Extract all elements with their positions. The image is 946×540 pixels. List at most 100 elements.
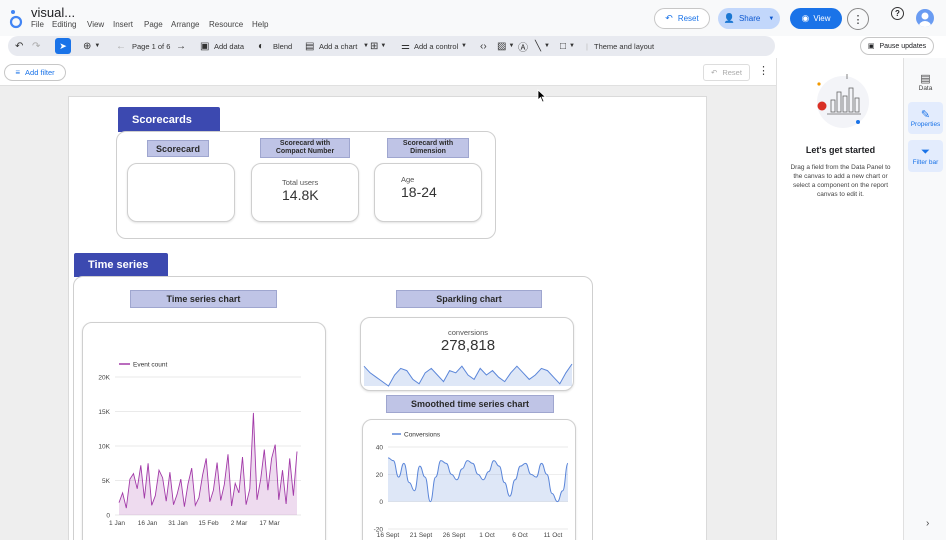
add-control-icon: ⚌ — [401, 40, 410, 52]
add-data-icon: ▣ — [200, 40, 210, 52]
scorecard-compact[interactable]: Total users 14.8K — [251, 163, 359, 222]
view-label: View — [813, 14, 831, 23]
scorecard-dimension-chip[interactable]: Scorecard with Dimension — [387, 138, 469, 158]
add-chart-chevron-icon[interactable]: ▼ — [363, 43, 369, 49]
more-options-icon[interactable]: ⋮ — [847, 8, 869, 30]
select-tool-icon[interactable]: ➤ — [55, 38, 71, 54]
funnel-icon: ⏷ — [921, 146, 930, 158]
smoothed-time-series-chart[interactable]: -20 0 20 40 16 Sept 21 Sept 26 Sept 1 Oct 6 Oct 1… — [363, 420, 577, 540]
theme-layout-button[interactable]: Theme and layout — [594, 41, 655, 51]
looker-studio-logo-icon[interactable] — [8, 9, 24, 29]
redo-icon[interactable]: ↷ — [32, 40, 41, 52]
menu-page[interactable]: Page — [144, 20, 163, 29]
mouse-cursor-icon — [537, 89, 547, 103]
rail-data-tab[interactable]: ▤ Data — [908, 66, 943, 98]
expand-panel-chevron-icon[interactable]: › — [926, 518, 930, 529]
time-series-chart[interactable]: 0 5K 10K 15K 20K 1 Jan 16 Jan 31 Jan 15 Feb 2 Mar… — [83, 323, 327, 540]
get-started-heading: Let's get started — [805, 145, 876, 155]
view-button[interactable]: ◉ View — [790, 8, 842, 29]
report-canvas[interactable]: Scorecards Scorecard Scorecard with Comp… — [0, 86, 776, 540]
add-control-chevron-icon[interactable]: ▼ — [461, 43, 467, 49]
x-tick-label: 11 Oct — [544, 532, 563, 539]
y-tick-label: 40 — [376, 445, 384, 452]
menu-resource[interactable]: Resource — [209, 20, 244, 29]
add-data-button[interactable]: Add data — [214, 41, 245, 51]
y-tick-label: 5K — [102, 478, 111, 485]
previous-page-icon[interactable]: ← — [116, 40, 126, 52]
filter-icon: ≡ — [15, 68, 21, 77]
x-tick-label: 2 Mar — [231, 520, 248, 527]
time-series-section-title[interactable]: Time series — [74, 253, 168, 277]
app-header: visual... File Editing View Insert Page … — [0, 0, 946, 36]
pause-updates-button[interactable]: ▣ Pause updates — [860, 37, 934, 55]
series-area — [119, 412, 297, 515]
x-tick-label: 17 Mar — [259, 520, 280, 527]
image-icon[interactable]: ▨ ▼ — [497, 40, 515, 52]
y-tick-label: 0 — [106, 513, 110, 520]
canvas-more-icon[interactable]: ⋮ — [758, 65, 769, 77]
filter-bar: ≡ Add filter ↶ Reset ⋮ — [0, 58, 776, 86]
properties-panel: Let's get started Drag a field from the … — [776, 58, 903, 540]
embed-code-icon[interactable]: ‹› — [480, 40, 487, 52]
scorecard-dimension[interactable]: Age 18-24 — [374, 163, 482, 222]
add-person-icon: 👤 — [723, 13, 735, 23]
menu-insert[interactable]: Insert — [113, 20, 134, 29]
text-icon[interactable]: Ⓐ — [518, 42, 528, 54]
data-table-icon: ▤ — [920, 73, 931, 85]
share-button[interactable]: 👤 Share ▼ — [718, 8, 780, 29]
shape-icon[interactable]: □ ▼ — [560, 40, 575, 52]
y-tick-label: 15K — [98, 409, 110, 416]
rail-filter-bar-tab[interactable]: ⏷ Filter bar — [908, 140, 943, 172]
y-tick-label: 20K — [98, 375, 110, 382]
eye-icon: ◉ — [801, 13, 810, 23]
scorecard-compact-chip[interactable]: Scorecard with Compact Number — [260, 138, 350, 158]
community-viz-icon[interactable]: ⊞ ▼ — [370, 40, 387, 52]
canvas-reset-button[interactable]: ↶ Reset — [703, 64, 750, 81]
pause-updates-label: Pause updates — [879, 42, 927, 50]
sparkline-line — [363, 363, 573, 387]
sparkline-card[interactable]: conversions 278,818 — [360, 317, 574, 391]
smoothed-chart-card[interactable]: -20 0 20 40 16 Sept 21 Sept 26 Sept 1 Oct 6 Oct 1… — [362, 419, 576, 540]
series-line-event-count — [118, 412, 298, 509]
menu-help[interactable]: Help — [252, 20, 269, 29]
avatar[interactable] — [916, 9, 934, 27]
sparkline-chart[interactable] — [361, 318, 575, 392]
undo-icon[interactable]: ↶ — [15, 40, 24, 52]
legend-label: Conversions — [404, 432, 441, 439]
time-series-chart-card[interactable]: 0 5K 10K 15K 20K 1 Jan 16 Jan 31 Jan 15 Feb 2 Mar… — [82, 322, 326, 540]
report-title[interactable]: visual... — [31, 5, 76, 20]
reset-button[interactable]: ↶ Reset — [654, 8, 710, 29]
menu-view[interactable]: View — [87, 20, 105, 29]
menu-arrange[interactable]: Arrange — [171, 20, 200, 29]
scorecard-chip[interactable]: Scorecard — [147, 140, 209, 157]
smoothed-chip[interactable]: Smoothed time series chart — [386, 395, 554, 413]
x-tick-label: 26 Sept — [443, 532, 466, 539]
chevron-down-icon[interactable]: ▼ — [768, 15, 775, 22]
page-indicator[interactable]: Page 1 of 6 — [132, 41, 171, 51]
x-tick-label: 1 Oct — [479, 532, 495, 539]
scorecard-dimension-label: Age — [401, 175, 415, 184]
sparkline-value: 278,818 — [440, 337, 496, 354]
next-page-icon[interactable]: → — [176, 40, 186, 52]
add-chart-icon: ▤ — [305, 40, 315, 52]
time-series-chip[interactable]: Time series chart — [130, 290, 277, 308]
scorecards-section-title[interactable]: Scorecards — [118, 107, 220, 132]
report-page[interactable]: Scorecards Scorecard Scorecard with Comp… — [68, 96, 707, 540]
help-icon[interactable]: ? — [891, 7, 904, 20]
menu-editing[interactable]: Editing — [52, 20, 77, 29]
blend-button[interactable]: Blend — [273, 41, 293, 51]
sparkline-chip[interactable]: Sparkling chart — [396, 290, 542, 308]
menu-file[interactable]: File — [31, 20, 44, 29]
line-icon[interactable]: ╲ ▼ — [535, 40, 550, 52]
x-tick-label: 6 Oct — [512, 532, 528, 539]
rail-data-label: Data — [918, 85, 933, 92]
x-tick-label: 16 Sept — [377, 532, 400, 539]
add-control-button[interactable]: Add a control — [414, 41, 459, 51]
add-filter-button[interactable]: ≡ Add filter — [4, 64, 66, 81]
add-chart-button[interactable]: Add a chart — [319, 41, 358, 51]
scorecard-empty[interactable] — [127, 163, 235, 222]
rail-properties-label: Properties — [910, 121, 941, 128]
zoom-icon[interactable]: ⊕ ▼ — [83, 40, 101, 52]
rail-properties-tab[interactable]: ✎ Properties — [908, 102, 943, 134]
side-rail: ▤ Data ✎ Properties ⏷ Filter bar › — [903, 58, 946, 540]
